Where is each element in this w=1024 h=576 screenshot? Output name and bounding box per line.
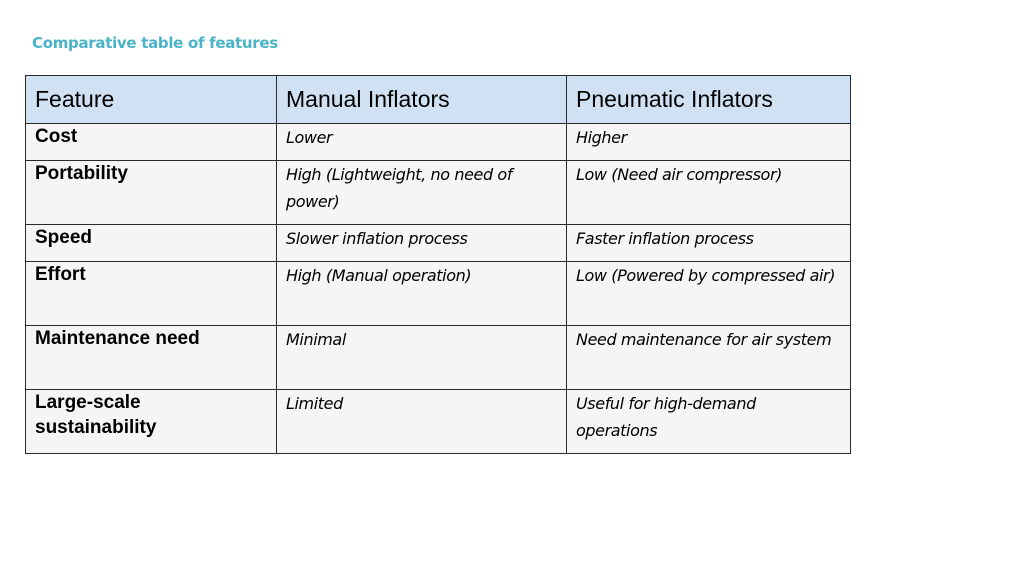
pneumatic-value-cell: Low (Powered by compressed air) xyxy=(566,261,851,326)
manual-value-cell: Limited xyxy=(276,389,567,454)
feature-cell: Speed xyxy=(25,224,277,262)
table-row: Effort High (Manual operation) Low (Powe… xyxy=(25,261,851,326)
table-row: Portability High (Lightweight, no need o… xyxy=(25,160,851,225)
manual-value-cell: High (Lightweight, no need of power) xyxy=(276,160,567,225)
table-row: Large-scale sustainability Limited Usefu… xyxy=(25,389,851,454)
table-header-row: Feature Manual Inflators Pneumatic Infla… xyxy=(25,75,851,124)
table-row: Speed Slower inflation process Faster in… xyxy=(25,224,851,262)
pneumatic-value-cell: Useful for high-demand operations xyxy=(566,389,851,454)
table-row: Cost Lower Higher xyxy=(25,123,851,161)
table-row: Maintenance need Minimal Need maintenanc… xyxy=(25,325,851,390)
pneumatic-value-cell: Faster inflation process xyxy=(566,224,851,262)
header-manual-inflators: Manual Inflators xyxy=(276,75,567,124)
feature-cell: Large-scale sustainability xyxy=(25,389,277,454)
pneumatic-value-cell: Need maintenance for air system xyxy=(566,325,851,390)
feature-cell: Maintenance need xyxy=(25,325,277,390)
manual-value-cell: Slower inflation process xyxy=(276,224,567,262)
comparison-table: Feature Manual Inflators Pneumatic Infla… xyxy=(25,75,851,454)
feature-cell: Portability xyxy=(25,160,277,225)
pneumatic-value-cell: Low (Need air compressor) xyxy=(566,160,851,225)
feature-cell: Cost xyxy=(25,123,277,161)
slide-title: Comparative table of features xyxy=(32,34,278,52)
feature-cell: Effort xyxy=(25,261,277,326)
manual-value-cell: Minimal xyxy=(276,325,567,390)
manual-value-cell: Lower xyxy=(276,123,567,161)
pneumatic-value-cell: Higher xyxy=(566,123,851,161)
header-pneumatic-inflators: Pneumatic Inflators xyxy=(566,75,851,124)
header-feature: Feature xyxy=(25,75,277,124)
manual-value-cell: High (Manual operation) xyxy=(276,261,567,326)
